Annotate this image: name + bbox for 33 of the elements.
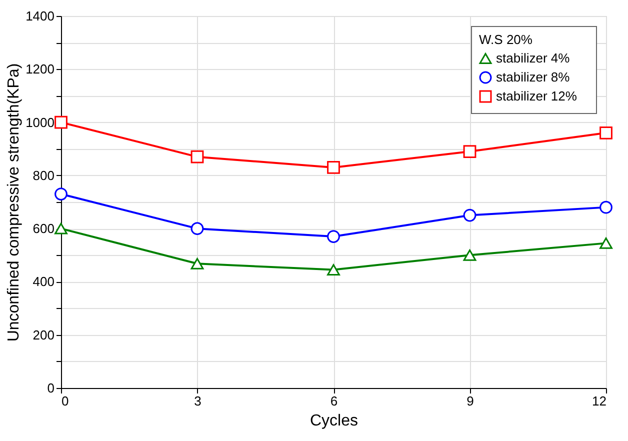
point: [600, 126, 612, 140]
x-tick-label: 6: [330, 394, 338, 408]
y-tick-label: 0: [47, 380, 54, 396]
point: [54, 116, 68, 129]
point: [327, 230, 340, 243]
point: [327, 161, 340, 174]
point: [190, 150, 204, 164]
y-tick-label: 1200: [26, 62, 54, 77]
point: [54, 188, 68, 200]
y-tick-label: 800: [32, 168, 54, 183]
y-tick-label: 1400: [26, 8, 54, 24]
x-axis-title: Cycles: [310, 412, 358, 430]
legend-label: stabilizer 4%: [496, 50, 570, 66]
y-axis-title: Unconfined compressive strength(KPa): [6, 63, 23, 342]
point: [463, 145, 476, 158]
x-tick-label: 0: [62, 394, 69, 408]
x-tick-label: 9: [466, 394, 474, 408]
y-tick-label: 400: [32, 274, 54, 290]
x-tick-label: 3: [194, 394, 202, 408]
point: [463, 208, 476, 222]
x-tick-label: 12: [592, 394, 606, 408]
point: [190, 258, 204, 270]
y-tick-label: 1000: [26, 114, 54, 130]
y-tick-label: 200: [32, 327, 54, 342]
y-tick-label: 600: [32, 221, 54, 236]
point: [463, 249, 476, 261]
point: [190, 222, 204, 236]
legend-label: stabilizer 8%: [496, 70, 570, 84]
point: [327, 264, 340, 276]
point: [600, 200, 612, 214]
point: [600, 238, 612, 249]
legend-title: W.S 20%: [479, 32, 533, 47]
legend-label: stabilizer 12%: [496, 88, 578, 104]
